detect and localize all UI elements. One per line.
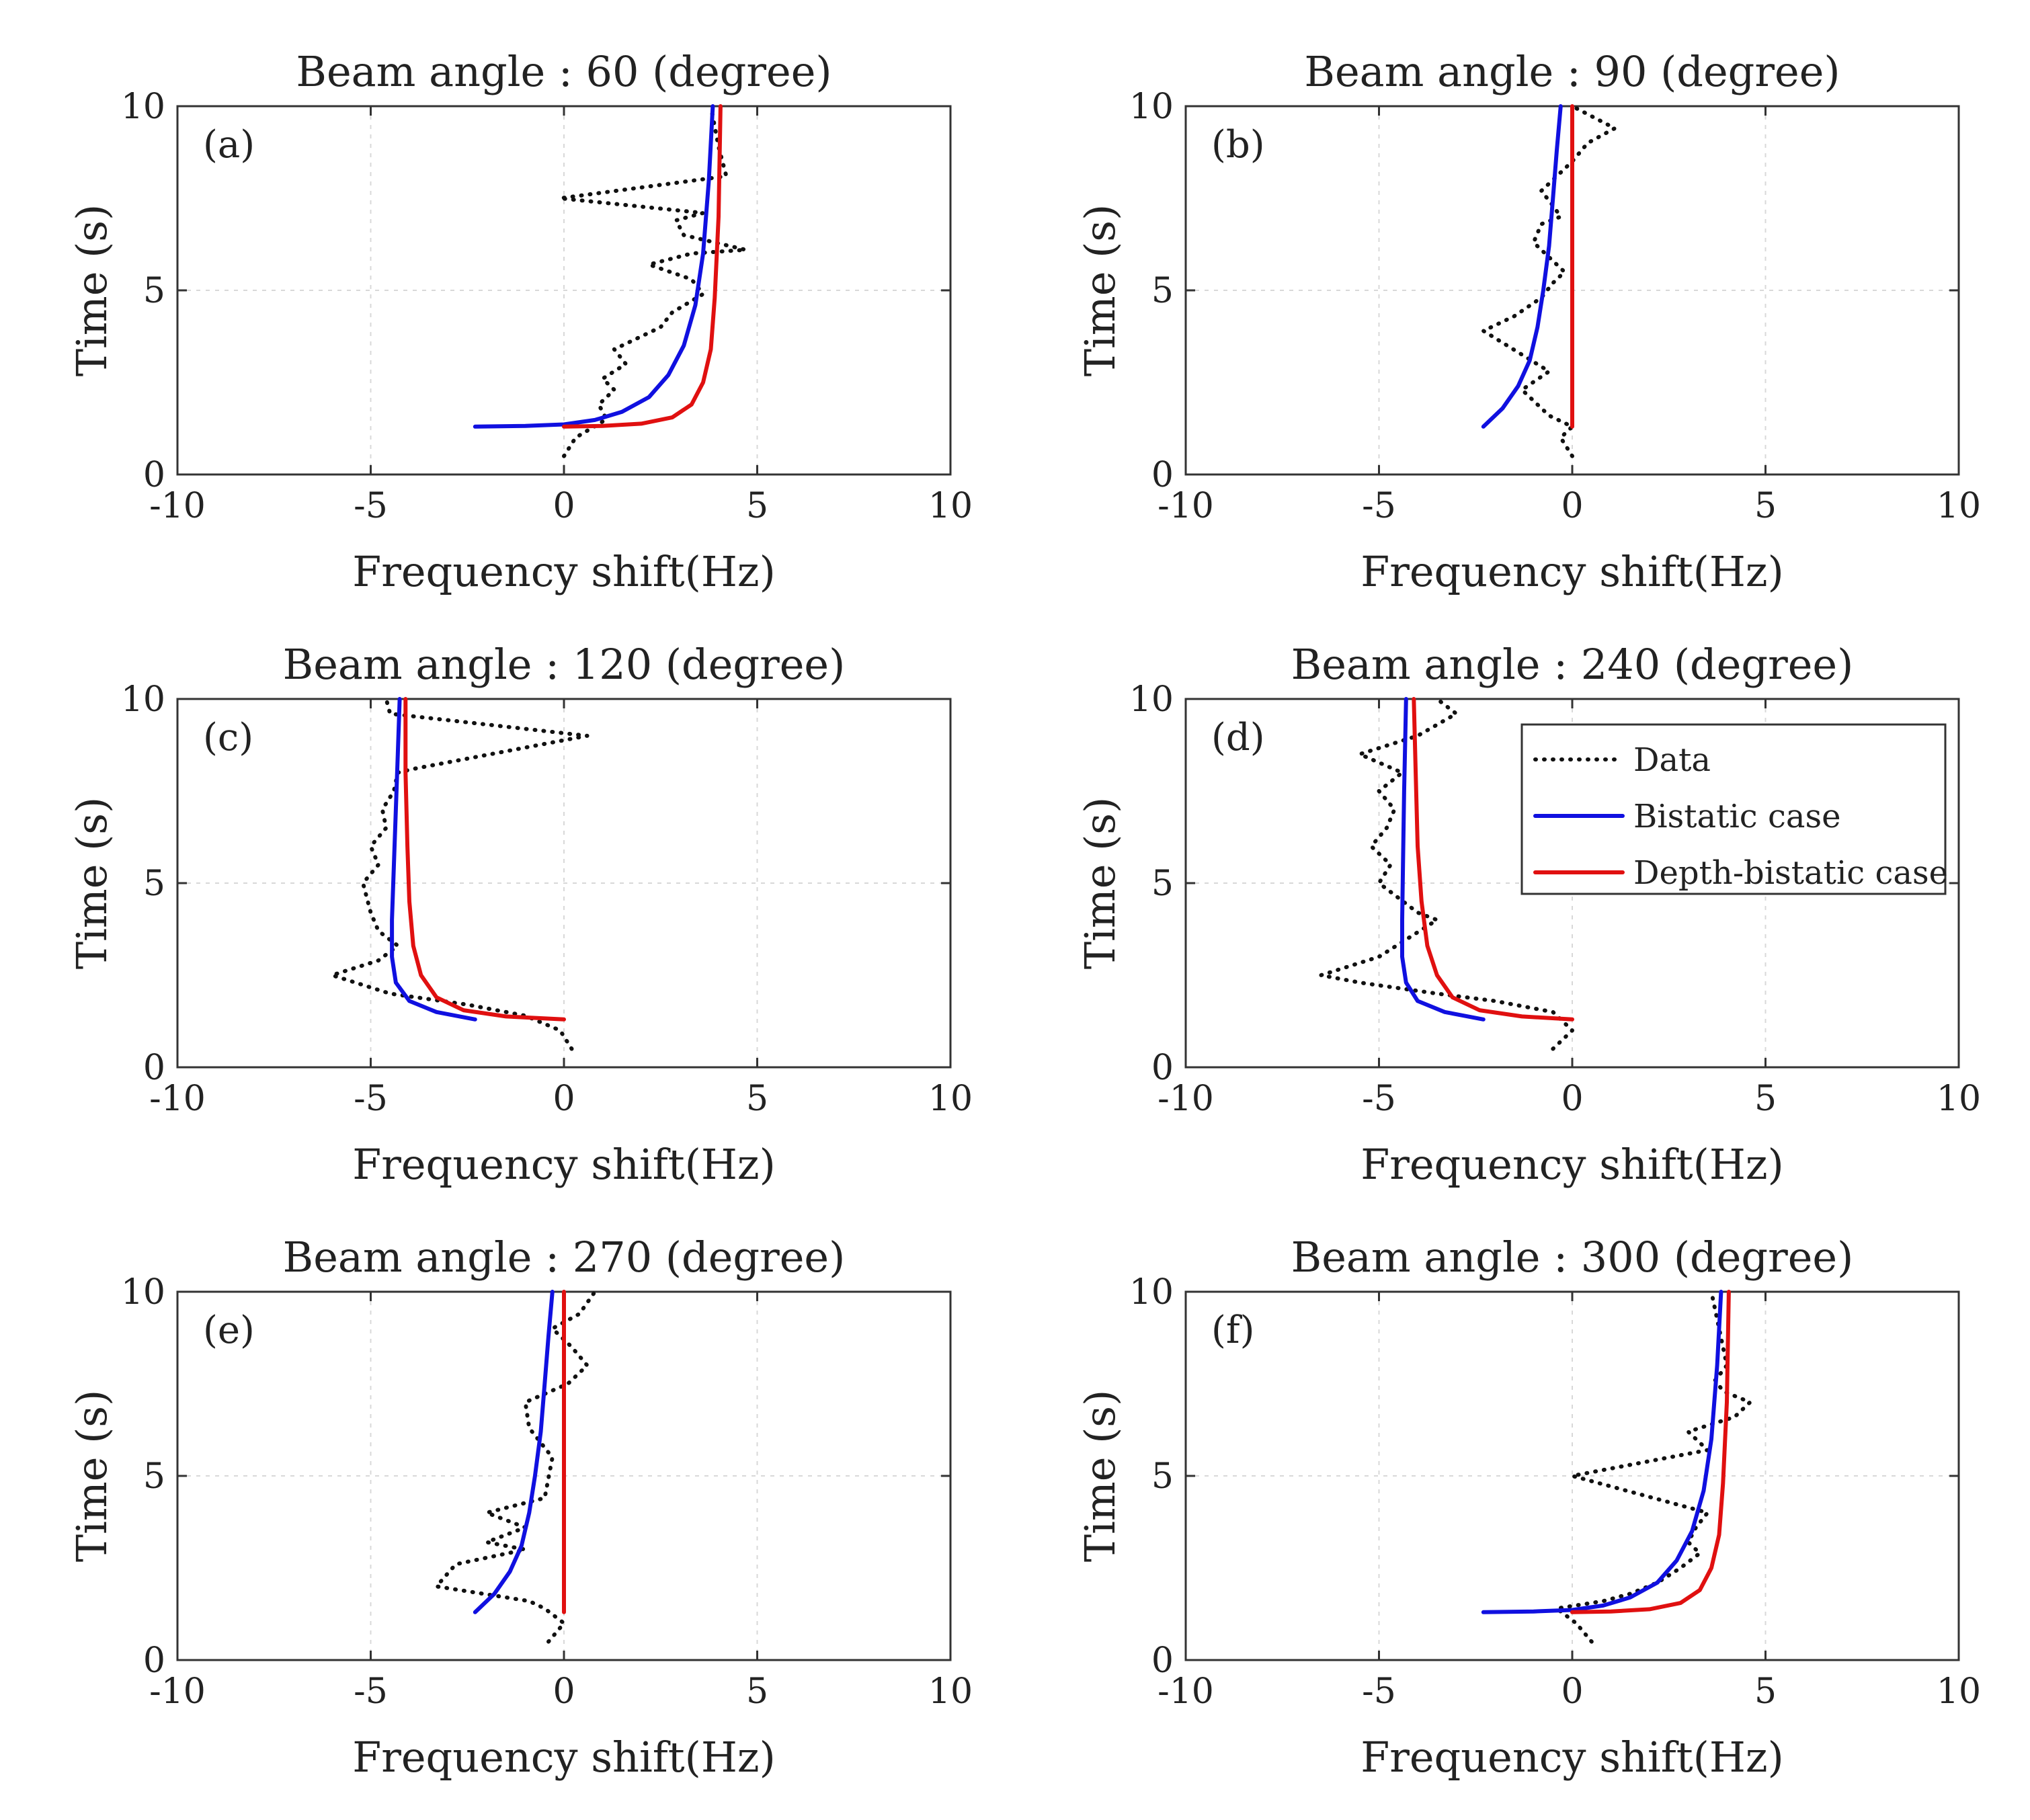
x-tick-label: -5	[354, 1671, 388, 1712]
x-tick-label: 5	[1754, 1079, 1777, 1119]
y-axis-label: Time (s)	[1075, 1390, 1125, 1563]
x-tick-label: 10	[1937, 1079, 1981, 1119]
x-tick-label: 0	[1561, 1671, 1583, 1712]
chart-panel-c: Beam angle : 120 (degree) -10 -5 0 5 10 0 5 10 Fr…	[67, 640, 973, 1189]
legend-label: Depth-bistatic case	[1633, 854, 1948, 892]
y-tick-label: 5	[143, 864, 165, 904]
series-line-depth-bistatic-case	[562, 104, 723, 429]
panel-letter: (f)	[1211, 1309, 1254, 1352]
series-line-data	[1555, 1290, 1752, 1644]
series-line-bistatic-case	[473, 1290, 555, 1614]
chart-title: Beam angle : 120 (degree)	[283, 640, 846, 689]
x-tick-label: -10	[149, 1079, 206, 1119]
y-tick-label: 5	[1151, 864, 1174, 904]
chart-title: Beam angle : 60 (degree)	[296, 47, 831, 96]
y-tick-label: 10	[121, 1272, 165, 1313]
x-tick-label: 0	[1561, 1079, 1583, 1119]
panel-letter: (e)	[203, 1309, 255, 1352]
x-axis-label: Frequency shift(Hz)	[352, 1733, 776, 1782]
chart-panel-f: Beam angle : 300 (degree) -10 -5 0 5 10 0 5 10 Fr…	[1075, 1233, 1981, 1782]
y-tick-label: 0	[143, 1641, 165, 1681]
legend-label: Bistatic case	[1633, 798, 1840, 835]
chart-panel-a: Beam angle : 60 (degree) -10 -5 0 5 10 0 5 10 Fre…	[67, 47, 973, 596]
chart-title: Beam angle : 270 (degree)	[283, 1233, 846, 1282]
x-tick-label: -5	[354, 486, 388, 526]
legend-label: Data	[1633, 741, 1711, 779]
panel-letter: (a)	[203, 123, 255, 167]
x-tick-label: 5	[746, 1671, 768, 1712]
panel-letter: (d)	[1211, 716, 1265, 759]
series-line-bistatic-case	[473, 104, 715, 429]
y-tick-label: 0	[1151, 1048, 1174, 1088]
series-line-depth-bistatic-case	[1570, 1290, 1731, 1614]
x-axis-label: Frequency shift(Hz)	[1361, 1140, 1784, 1189]
y-tick-label: 5	[1151, 1456, 1174, 1497]
chart-title: Beam angle : 240 (degree)	[1291, 640, 1854, 689]
x-tick-label: -10	[1158, 1671, 1214, 1712]
legend-box	[1520, 723, 1947, 895]
y-tick-label: 10	[121, 87, 165, 127]
series-line-depth-bistatic-case	[403, 697, 566, 1022]
y-tick-label: 10	[1129, 87, 1174, 127]
x-tick-label: -10	[149, 1671, 206, 1712]
x-tick-label: 0	[553, 486, 575, 526]
series-line-bistatic-case	[1481, 1290, 1723, 1614]
panel-letter: (b)	[1211, 123, 1265, 167]
y-axis-label: Time (s)	[1075, 204, 1125, 377]
y-tick-label: 10	[121, 679, 165, 720]
y-tick-label: 0	[143, 455, 165, 495]
x-axis-label: Frequency shift(Hz)	[352, 547, 776, 596]
series-line-data	[1481, 104, 1617, 458]
series-line-data	[330, 697, 590, 1051]
chart-title: Beam angle : 90 (degree)	[1304, 47, 1840, 96]
x-tick-label: 10	[928, 1671, 973, 1712]
series-line-bistatic-case	[1481, 104, 1563, 429]
x-tick-label: 10	[1937, 1671, 1981, 1712]
y-tick-label: 0	[1151, 455, 1174, 495]
legend: Data Bistatic case Depth-bistatic case	[1520, 723, 1948, 895]
x-tick-label: -5	[1362, 1079, 1396, 1119]
x-tick-label: 10	[1937, 486, 1981, 526]
y-tick-label: 0	[1151, 1641, 1174, 1681]
y-axis-label: Time (s)	[67, 797, 116, 970]
x-tick-label: 0	[553, 1079, 575, 1119]
y-axis-label: Time (s)	[67, 204, 116, 377]
y-axis-label: Time (s)	[67, 1390, 116, 1563]
series-line-bistatic-case	[390, 697, 477, 1022]
x-tick-label: -5	[1362, 486, 1396, 526]
x-tick-label: -5	[354, 1079, 388, 1119]
y-tick-label: 5	[143, 271, 165, 311]
x-tick-label: 10	[928, 486, 973, 526]
y-tick-label: 5	[1151, 271, 1174, 311]
x-tick-label: 0	[553, 1671, 575, 1712]
x-tick-label: -10	[149, 486, 206, 526]
x-tick-label: 5	[1754, 1671, 1777, 1712]
y-axis-label: Time (s)	[1075, 797, 1125, 970]
series-line-depth-bistatic-case	[1412, 697, 1574, 1022]
x-tick-label: 5	[746, 486, 768, 526]
series-line-bistatic-case	[1400, 697, 1486, 1022]
chart-panel-d: Beam angle : 240 (degree) -10 -5 0 5 10 0 5 10 Fr…	[1075, 640, 1981, 1189]
x-tick-label: -10	[1158, 486, 1214, 526]
y-tick-label: 0	[143, 1048, 165, 1088]
series-line-data	[434, 1290, 597, 1644]
chart-panel-e: Beam angle : 270 (degree) -10 -5 0 5 10 0 5 10 Fr…	[67, 1233, 973, 1782]
y-tick-label: 5	[143, 1456, 165, 1497]
chart-title: Beam angle : 300 (degree)	[1291, 1233, 1854, 1282]
x-tick-label: -10	[1158, 1079, 1214, 1119]
x-tick-label: 5	[1754, 486, 1777, 526]
panel-letter: (c)	[203, 716, 253, 759]
chart-panel-b: Beam angle : 90 (degree) -10 -5 0 5 10 0 5 10 Fre…	[1075, 47, 1981, 596]
series-line-data	[1319, 697, 1574, 1051]
x-tick-label: 10	[928, 1079, 973, 1119]
x-axis-label: Frequency shift(Hz)	[352, 1140, 776, 1189]
y-tick-label: 10	[1129, 679, 1174, 720]
y-tick-label: 10	[1129, 1272, 1174, 1313]
x-tick-label: 5	[746, 1079, 768, 1119]
x-tick-label: 0	[1561, 486, 1583, 526]
x-tick-label: -5	[1362, 1671, 1396, 1712]
x-axis-label: Frequency shift(Hz)	[1361, 1733, 1784, 1782]
x-axis-label: Frequency shift(Hz)	[1361, 547, 1784, 596]
